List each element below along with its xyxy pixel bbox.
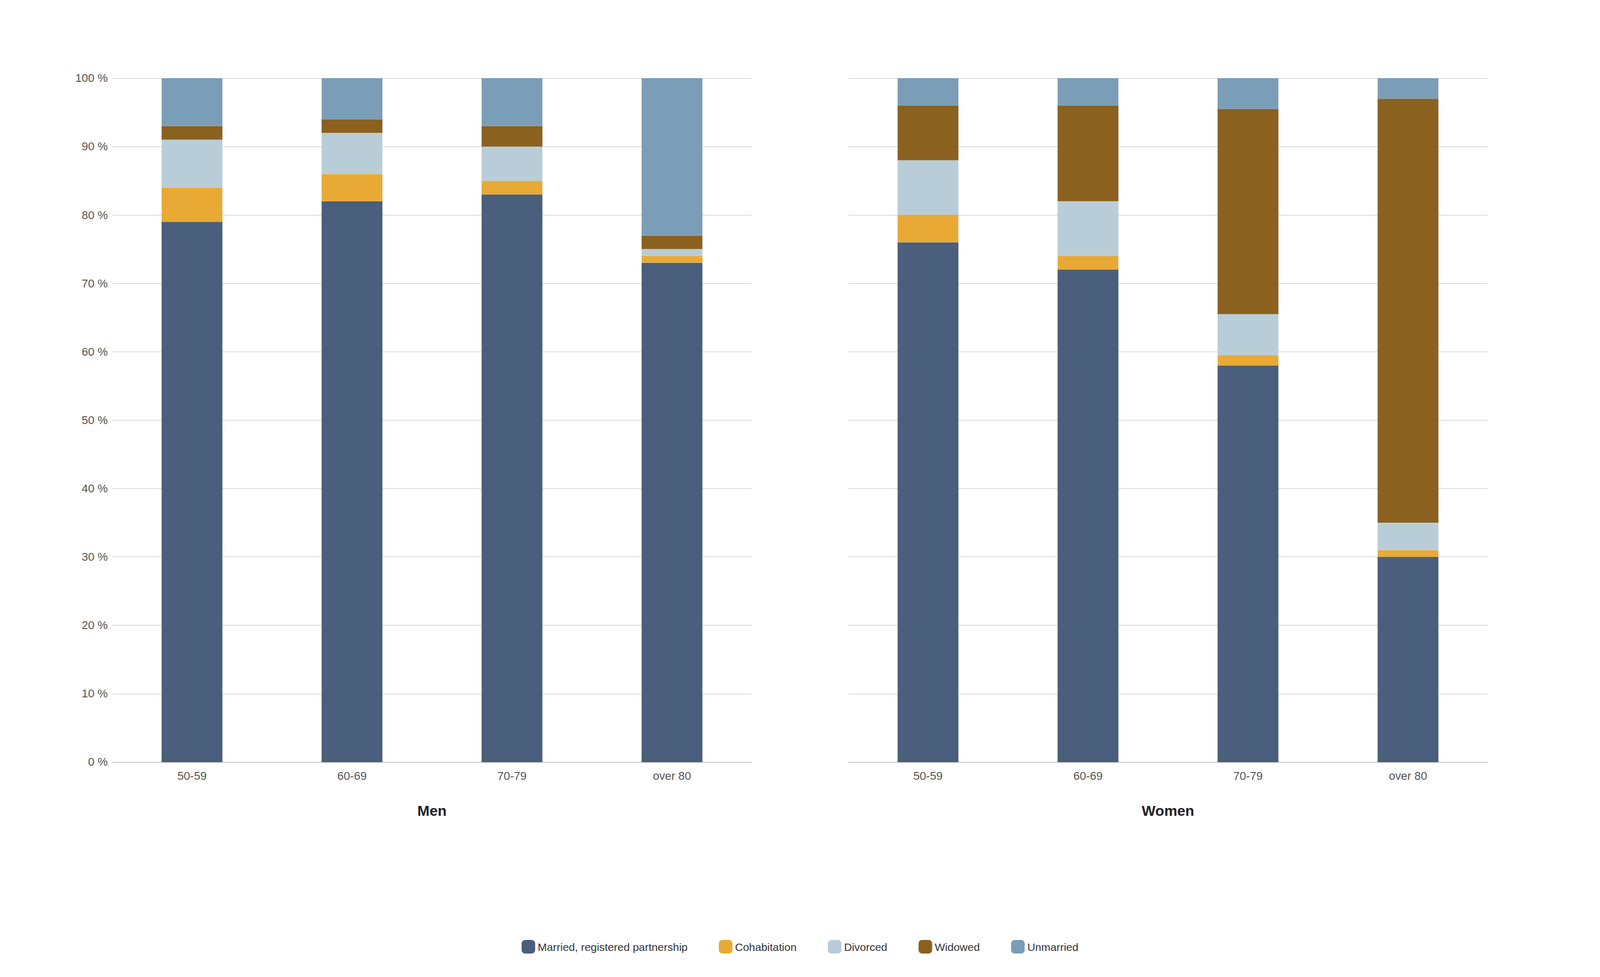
svg-text:over 80: over 80	[1388, 769, 1427, 783]
svg-text:Cohabitation: Cohabitation	[735, 941, 797, 954]
svg-text:Unmarried: Unmarried	[1027, 941, 1079, 954]
svg-text:0 %: 0 %	[88, 755, 108, 769]
svg-text:60 %: 60 %	[81, 345, 108, 359]
svg-text:20 %: 20 %	[81, 618, 108, 632]
svg-text:40 %: 40 %	[81, 482, 108, 496]
svg-text:50 %: 50 %	[81, 413, 108, 427]
svg-text:50-59: 50-59	[913, 769, 943, 783]
svg-text:Widowed: Widowed	[934, 941, 980, 954]
svg-text:70-79: 70-79	[497, 769, 527, 783]
svg-text:70 %: 70 %	[81, 277, 108, 291]
svg-text:50-59: 50-59	[177, 769, 207, 783]
svg-text:60-69: 60-69	[337, 769, 367, 783]
svg-text:over 80: over 80	[652, 769, 691, 783]
svg-text:60-69: 60-69	[1073, 769, 1103, 783]
svg-text:80 %: 80 %	[81, 208, 108, 222]
svg-text:Men: Men	[417, 802, 447, 820]
svg-text:Divorced: Divorced	[844, 941, 888, 954]
svg-text:30 %: 30 %	[81, 550, 108, 564]
svg-text:100 %: 100 %	[75, 71, 108, 85]
svg-text:10 %: 10 %	[81, 687, 108, 701]
svg-text:70-79: 70-79	[1233, 769, 1263, 783]
svg-text:90 %: 90 %	[81, 139, 108, 153]
svg-text:Married, registered partnershi: Married, registered partnership	[537, 941, 688, 954]
svg-text:Women: Women	[1141, 802, 1195, 820]
